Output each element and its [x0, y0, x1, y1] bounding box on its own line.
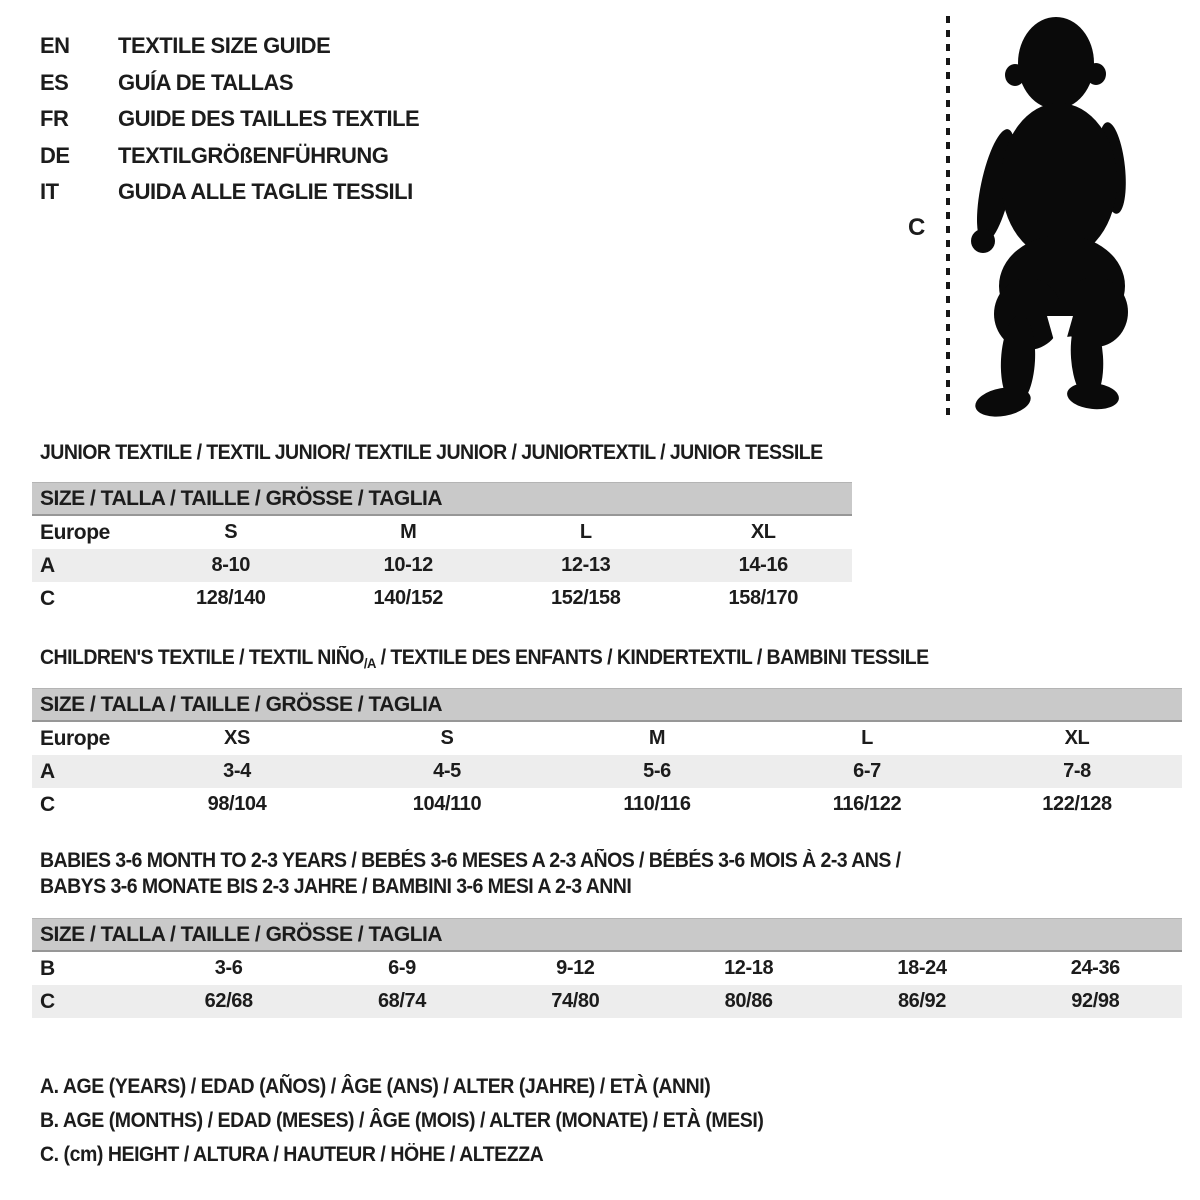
guide-title: GUIDA ALLE TAGLIE TESSILI — [118, 179, 413, 205]
row-label: Europe — [40, 726, 110, 750]
size-cell: XL — [750, 521, 776, 543]
size-cell: 3-4 — [132, 755, 342, 788]
language-row: ES GUÍA DE TALLAS — [40, 65, 419, 102]
children-size-table: SIZE / TALLA / TAILLE / GRÖSSE / TAGLIA … — [32, 688, 1182, 821]
size-cell: S — [440, 727, 454, 749]
size-header-bar: SIZE / TALLA / TAILLE / GRÖSSE / TAGLIA — [32, 482, 852, 516]
children-title-pre: CHILDREN'S TEXTILE / TEXTIL NIÑO — [40, 646, 364, 669]
language-row: DE TEXTILGRÖßENFÜHRUNG — [40, 138, 419, 175]
size-cell: 6-7 — [762, 755, 972, 788]
babies-section-title-line2: BABYS 3-6 MONATE BIS 2-3 JAHRE / BAMBINI… — [40, 875, 632, 898]
size-cell: 4-5 — [342, 755, 552, 788]
language-code: EN — [40, 33, 70, 59]
legend-age-years: A. AGE (YEARS) / EDAD (AÑOS) / ÂGE (ANS)… — [40, 1075, 711, 1098]
size-cell: 104/110 — [412, 793, 482, 815]
size-header-bar: SIZE / TALLA / TAILLE / GRÖSSE / TAGLIA — [32, 688, 1182, 722]
size-cell: 14-16 — [674, 549, 852, 582]
guide-title: TEXTILE SIZE GUIDE — [118, 33, 331, 59]
language-code: DE — [40, 142, 70, 168]
row-label: C — [40, 586, 55, 610]
table-row: A 8-10 10-12 12-13 14-16 — [32, 549, 852, 582]
children-section-title: CHILDREN'S TEXTILE / TEXTIL NIÑO/A / TEX… — [40, 646, 929, 671]
size-cell: 7-8 — [972, 755, 1182, 788]
table-row: C 128/140 140/152 152/158 158/170 — [32, 582, 852, 615]
junior-size-table: SIZE / TALLA / TAILLE / GRÖSSE / TAGLIA … — [32, 482, 852, 615]
size-cell: M — [400, 521, 417, 543]
size-cell: L — [579, 521, 592, 543]
size-cell: 92/98 — [1008, 985, 1182, 1018]
children-title-sub: /A — [363, 655, 376, 671]
guide-title: GUIDE DES TAILLES TEXTILE — [118, 106, 420, 132]
size-cell: 3-6 — [214, 957, 243, 979]
row-label: A — [32, 755, 132, 788]
size-cell: M — [648, 727, 666, 749]
size-cell: L — [861, 727, 873, 749]
table-row: Europe XS S M L XL — [32, 721, 1182, 755]
table-row: C 98/104 104/110 110/116 116/122 122/128 — [32, 788, 1182, 821]
language-row: IT GUIDA ALLE TAGLIE TESSILI — [40, 174, 419, 211]
size-cell: 140/152 — [373, 587, 444, 609]
size-cell: 62/68 — [142, 985, 316, 1018]
row-label: B — [40, 956, 55, 980]
size-cell: 10-12 — [319, 549, 497, 582]
size-cell: 158/170 — [728, 587, 799, 609]
row-label: C — [32, 985, 142, 1018]
guide-title: GUÍA DE TALLAS — [118, 69, 294, 95]
size-cell: 80/86 — [661, 985, 836, 1018]
row-label: A — [32, 549, 142, 582]
size-cell: 6-9 — [388, 957, 416, 979]
size-cell: XS — [224, 727, 250, 749]
size-cell: 9-12 — [556, 957, 595, 979]
baby-silhouette-icon — [971, 17, 1128, 417]
legend-age-months: B. AGE (MONTHS) / EDAD (MESES) / ÂGE (MO… — [40, 1109, 764, 1132]
height-dashed-line — [946, 16, 950, 416]
size-cell: 18-24 — [897, 957, 947, 979]
size-cell: 24-36 — [1070, 957, 1121, 979]
language-title-list: EN TEXTILE SIZE GUIDE ES GUÍA DE TALLAS … — [40, 28, 420, 211]
row-label: Europe — [40, 520, 110, 544]
language-code: ES — [40, 69, 69, 95]
size-cell: 128/140 — [196, 587, 266, 609]
size-cell: 152/158 — [551, 587, 621, 609]
language-code: FR — [40, 106, 69, 132]
size-cell: 86/92 — [835, 985, 1009, 1018]
size-cell: 74/80 — [488, 985, 662, 1018]
size-cell: XL — [1064, 727, 1090, 749]
size-cell: 68/74 — [315, 985, 489, 1018]
table-row: C 62/68 68/74 74/80 80/86 86/92 92/98 — [32, 985, 1182, 1018]
size-cell: 116/122 — [832, 793, 902, 815]
table-row: A 3-4 4-5 5-6 6-7 7-8 — [32, 755, 1182, 788]
babies-size-table: SIZE / TALLA / TAILLE / GRÖSSE / TAGLIA … — [32, 918, 1182, 1018]
size-header-bar: SIZE / TALLA / TAILLE / GRÖSSE / TAGLIA — [32, 918, 1182, 952]
table-row: B 3-6 6-9 9-12 12-18 18-24 24-36 — [32, 951, 1182, 985]
language-code: IT — [40, 179, 59, 205]
size-cell: 110/116 — [623, 793, 691, 815]
junior-section-title: JUNIOR TEXTILE / TEXTIL JUNIOR/ TEXTILE … — [40, 441, 823, 464]
legend-height-cm: C. (cm) HEIGHT / ALTURA / HAUTEUR / HÖHE… — [40, 1143, 544, 1166]
size-cell: 98/104 — [207, 793, 267, 815]
height-measure-label: C — [908, 214, 926, 241]
size-cell: 122/128 — [1042, 793, 1112, 815]
size-cell: S — [224, 521, 238, 543]
babies-section-title-line1: BABIES 3-6 MONTH TO 2-3 YEARS / BEBÉS 3-… — [40, 849, 901, 872]
language-row: FR GUIDE DES TAILLES TEXTILE — [40, 101, 420, 138]
size-cell: 12-18 — [724, 957, 774, 979]
language-row: EN TEXTILE SIZE GUIDE — [40, 28, 419, 65]
guide-title: TEXTILGRÖßENFÜHRUNG — [118, 142, 389, 168]
size-cell: 12-13 — [497, 549, 675, 582]
children-title-post: / TEXTILE DES ENFANTS / KINDERTEXTIL / B… — [375, 646, 929, 669]
size-cell: 5-6 — [552, 755, 762, 788]
row-label: C — [40, 792, 55, 816]
size-cell: 8-10 — [142, 549, 320, 582]
table-row: Europe S M L XL — [32, 515, 852, 549]
